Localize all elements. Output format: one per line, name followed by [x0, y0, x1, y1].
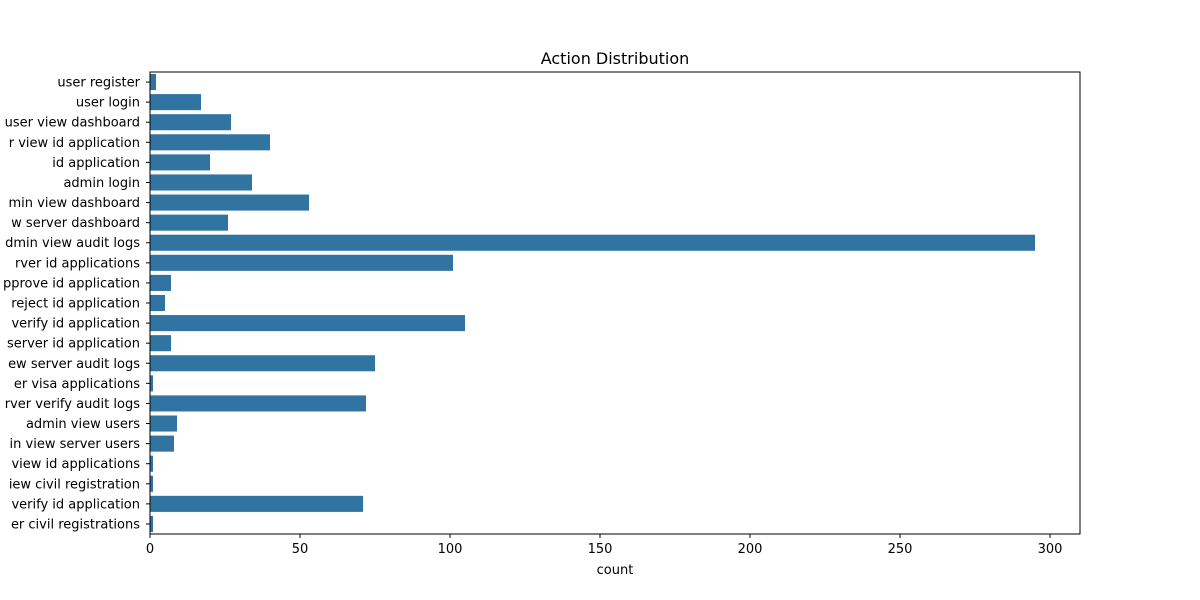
- bar: [150, 94, 201, 111]
- y-tick-label: user register: [57, 76, 140, 91]
- bar: [150, 114, 231, 131]
- y-tick-label: server id application: [7, 337, 140, 352]
- x-tick-label: 50: [292, 542, 309, 557]
- bar: [150, 315, 465, 332]
- bar: [150, 435, 174, 452]
- y-tick-label: rver verify audit logs: [5, 397, 140, 412]
- bar: [150, 274, 171, 291]
- y-tick-label: user view dashboard: [5, 116, 140, 131]
- x-tick-label: 250: [888, 542, 913, 557]
- bar: [150, 254, 453, 271]
- y-tick-label: pprove id application: [3, 276, 140, 291]
- x-tick-label: 200: [738, 542, 763, 557]
- bar: [150, 214, 228, 231]
- y-tick-label: iew civil registration: [9, 477, 140, 492]
- y-tick-label: admin login: [63, 176, 140, 191]
- y-tick-label: verify id application: [11, 497, 140, 512]
- y-tick-label: admin view users: [26, 417, 140, 432]
- y-tick-label: ew server audit logs: [8, 357, 140, 372]
- bar: [150, 154, 210, 171]
- y-tick-label: er visa applications: [14, 377, 140, 392]
- bar: [150, 174, 252, 191]
- bar: [150, 74, 156, 91]
- x-tick-label: 0: [146, 542, 154, 557]
- bar: [150, 335, 171, 352]
- bar: [150, 355, 375, 372]
- bar: [150, 294, 165, 312]
- bar: [150, 194, 309, 211]
- y-tick-label: in view server users: [10, 437, 141, 452]
- bar: [150, 415, 177, 432]
- x-tick-label: 100: [438, 542, 463, 557]
- bar: [150, 495, 363, 512]
- y-tick-label: id application: [52, 156, 140, 171]
- bar: [150, 395, 366, 412]
- y-tick-label: reject id application: [11, 297, 140, 312]
- y-tick-label: r view id application: [9, 136, 140, 151]
- bar: [150, 475, 153, 492]
- y-tick-label: verify id application: [11, 317, 140, 332]
- y-tick-label: er civil registrations: [11, 517, 140, 532]
- bar: [150, 515, 153, 532]
- x-tick-label: 150: [588, 542, 613, 557]
- bar: [150, 455, 153, 472]
- y-tick-label: user login: [76, 96, 140, 111]
- y-tick-label: dmin view audit logs: [5, 236, 140, 251]
- y-tick-label: view id applications: [11, 457, 140, 472]
- y-tick-label: min view dashboard: [9, 196, 141, 211]
- chart-title: Action Distribution: [541, 49, 690, 68]
- bar: [150, 234, 1035, 251]
- bar: [150, 134, 270, 151]
- plot-frame: [149, 71, 1081, 535]
- bar: [150, 375, 153, 392]
- y-tick-label: rver id applications: [15, 256, 140, 271]
- x-axis: 0 50 100 150 200 250 300: [146, 534, 1063, 557]
- bars-group: [150, 74, 1035, 532]
- y-tick-labels: user register user login user view dashboa…: [3, 76, 150, 532]
- x-axis-label: count: [597, 563, 634, 578]
- x-tick-label: 300: [1038, 542, 1063, 557]
- y-tick-label: w server dashboard: [11, 216, 140, 231]
